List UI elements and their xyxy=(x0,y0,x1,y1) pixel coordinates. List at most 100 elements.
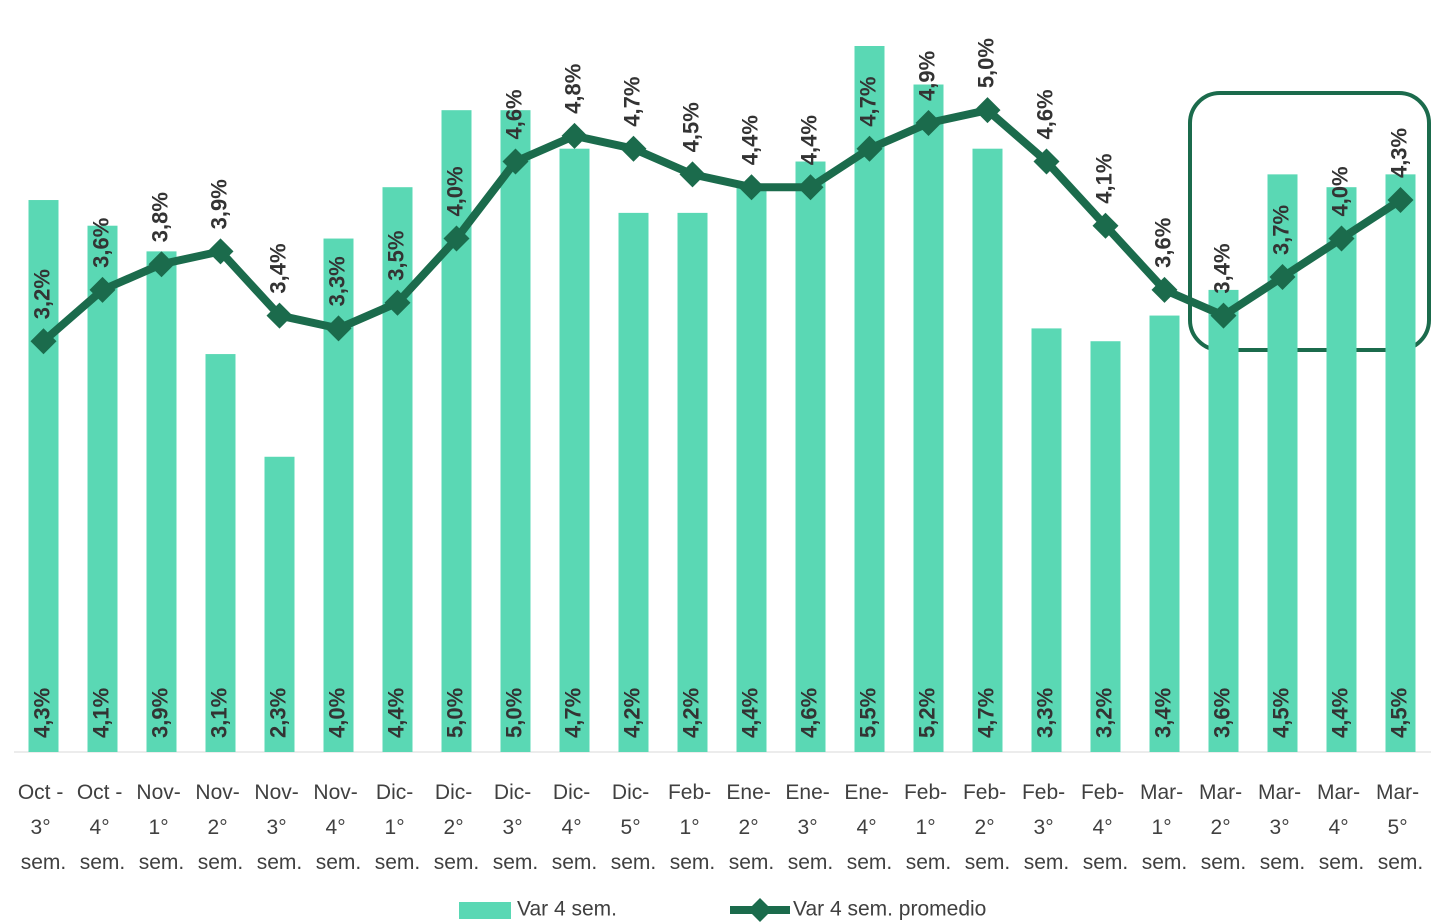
bar-value-label: 4,2% xyxy=(619,688,644,738)
x-tick-label: Dic- 5° sem. xyxy=(611,781,657,874)
bar-value-label: 5,0% xyxy=(501,688,526,738)
bar-value-label: 3,4% xyxy=(1150,688,1175,738)
bar xyxy=(500,110,531,752)
bar xyxy=(618,212,649,752)
bar-value-label: 4,2% xyxy=(678,688,703,738)
line-marker xyxy=(1387,187,1414,214)
line-marker xyxy=(1033,148,1060,175)
bar-value-label: 4,3% xyxy=(29,688,54,738)
bar xyxy=(205,354,236,752)
line-marker xyxy=(738,174,765,201)
line-marker xyxy=(974,97,1001,124)
line-value-label: 4,0% xyxy=(1327,166,1352,216)
bar xyxy=(559,148,590,752)
line-marker xyxy=(915,110,942,137)
bar-value-label: 2,3% xyxy=(265,688,290,738)
bar-value-label: 3,1% xyxy=(206,688,231,738)
line-marker xyxy=(502,148,529,175)
legend-marker xyxy=(748,898,772,922)
x-tick-label: Feb- 3° sem. xyxy=(1022,781,1071,874)
line-marker xyxy=(679,161,706,188)
x-tick-label: Mar- 2° sem. xyxy=(1199,781,1248,874)
x-tick-label: Dic- 1° sem. xyxy=(375,781,421,874)
line-value-label: 4,3% xyxy=(1386,128,1411,178)
bar xyxy=(1385,174,1416,752)
line-value-label: 4,7% xyxy=(855,77,880,127)
line-value-label: 3,9% xyxy=(206,179,231,229)
legend-swatch xyxy=(459,902,511,919)
x-tick-label: Feb- 1° sem. xyxy=(904,781,953,874)
bar-value-label: 4,7% xyxy=(560,688,585,738)
line-marker xyxy=(384,289,411,316)
bar xyxy=(913,84,944,752)
bar xyxy=(736,187,767,752)
line-marker xyxy=(266,302,293,329)
line-value-label: 4,4% xyxy=(796,115,821,165)
bar xyxy=(382,187,413,752)
bar xyxy=(1031,328,1062,752)
bar-value-label: 5,2% xyxy=(914,688,939,738)
line-value-label: 4,6% xyxy=(501,89,526,139)
line-value-label: 3,3% xyxy=(324,256,349,306)
line-value-label: 3,2% xyxy=(29,269,54,319)
bar-value-label: 4,5% xyxy=(1386,688,1411,738)
line-value-label: 3,6% xyxy=(1150,218,1175,268)
line-marker xyxy=(561,122,588,149)
x-tick-label: Nov- 3° sem. xyxy=(254,781,304,874)
line-marker xyxy=(1269,264,1296,291)
x-tick-label: Nov- 1° sem. xyxy=(136,781,186,874)
x-tick-label: Ene- 2° sem. xyxy=(726,781,776,874)
line-value-label: 3,6% xyxy=(88,218,113,268)
line-value-label: 3,4% xyxy=(1209,243,1234,293)
line-marker xyxy=(797,174,824,201)
bar-value-label: 3,9% xyxy=(147,688,172,738)
line-value-label: 3,4% xyxy=(265,243,290,293)
line-value-label: 4,7% xyxy=(619,77,644,127)
line-marker xyxy=(89,276,116,303)
line-value-label: 3,7% xyxy=(1268,205,1293,255)
line-value-label: 4,5% xyxy=(678,102,703,152)
x-tick-label: Feb- 2° sem. xyxy=(963,781,1012,874)
line-marker xyxy=(443,225,470,252)
line-marker xyxy=(856,135,883,162)
line-value-label: 3,5% xyxy=(383,231,408,281)
bar xyxy=(28,200,59,752)
x-tick-label: Oct - 3° sem. xyxy=(18,781,69,874)
x-tick-label: Mar- 1° sem. xyxy=(1140,781,1189,874)
x-tick-label: Dic- 2° sem. xyxy=(434,781,480,874)
bar xyxy=(264,456,295,752)
bar-value-label: 4,0% xyxy=(324,688,349,738)
bar-value-label: 4,4% xyxy=(1327,688,1352,738)
line-value-label: 4,4% xyxy=(737,115,762,165)
line-value-label: 3,8% xyxy=(147,192,172,242)
line-value-label: 4,6% xyxy=(1032,89,1057,139)
x-tick-label: Feb- 4° sem. xyxy=(1081,781,1130,874)
bar xyxy=(795,161,826,752)
legend-label: Var 4 sem. promedio xyxy=(793,898,986,921)
bar xyxy=(1149,315,1180,752)
line-marker xyxy=(1328,225,1355,252)
bar xyxy=(1208,289,1239,752)
highlight-box xyxy=(1188,91,1431,352)
x-tick-label: Dic- 3° sem. xyxy=(493,781,539,874)
x-tick-label: Oct - 4° sem. xyxy=(77,781,128,874)
bar-value-label: 4,7% xyxy=(973,688,998,738)
bar-value-label: 4,5% xyxy=(1268,688,1293,738)
bar xyxy=(441,110,472,752)
line-marker xyxy=(1210,302,1237,329)
x-tick-label: Mar- 5° sem. xyxy=(1376,781,1425,874)
bar-value-label: 4,4% xyxy=(737,688,762,738)
x-tick-label: Ene- 4° sem. xyxy=(844,781,894,874)
x-tick-label: Dic- 4° sem. xyxy=(552,781,598,874)
bar-value-label: 5,0% xyxy=(442,688,467,738)
bar-value-label: 4,1% xyxy=(88,688,113,738)
line-marker xyxy=(325,315,352,342)
x-tick-label: Nov- 2° sem. xyxy=(195,781,245,874)
line-value-label: 4,8% xyxy=(560,64,585,114)
line-value-label: 4,0% xyxy=(442,166,467,216)
line-value-label: 5,0% xyxy=(973,38,998,88)
x-tick-label: Ene- 3° sem. xyxy=(785,781,835,874)
legend-label: Var 4 sem. xyxy=(517,898,617,921)
bar xyxy=(854,46,885,752)
line-value-label: 4,9% xyxy=(914,51,939,101)
